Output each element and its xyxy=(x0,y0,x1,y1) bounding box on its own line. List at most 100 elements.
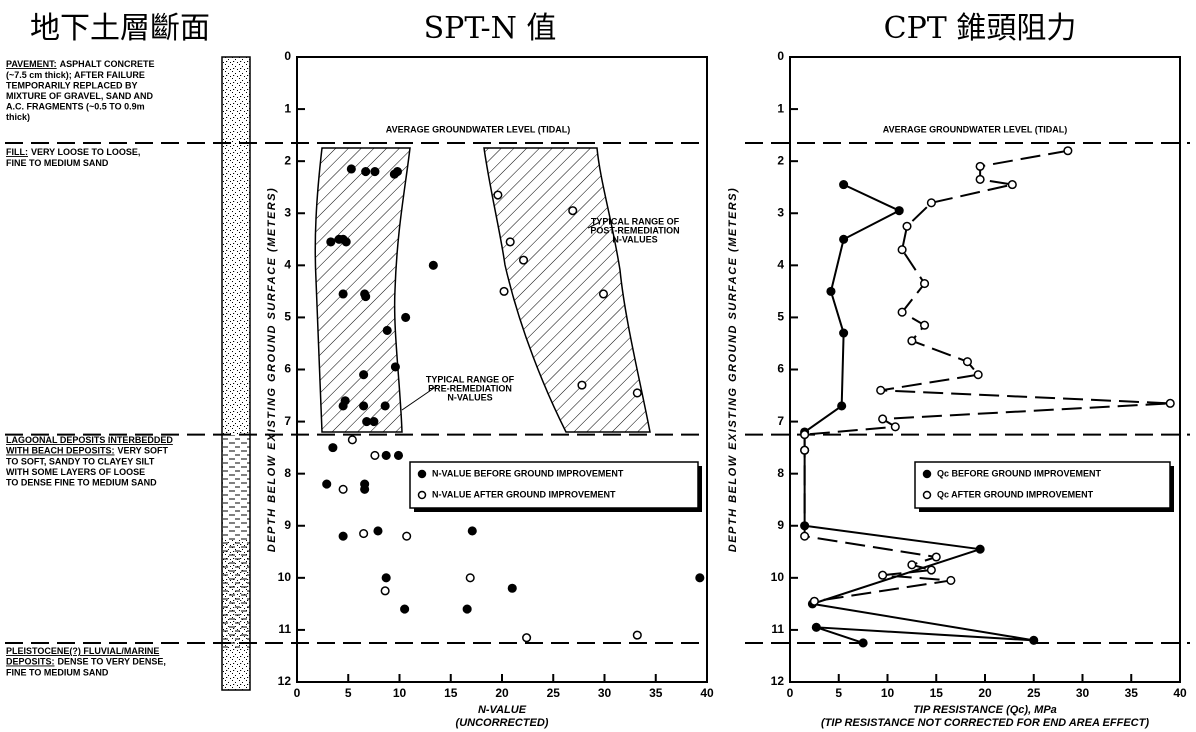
y-tick-label: 6 xyxy=(777,362,784,376)
x-tick-label: 25 xyxy=(547,686,561,700)
soil-text: WITH SOME LAYERS OF LOOSE xyxy=(6,467,145,477)
data-point xyxy=(329,444,337,452)
data-point xyxy=(392,363,400,371)
data-point xyxy=(634,389,642,397)
data-point xyxy=(500,288,508,296)
data-point xyxy=(339,485,347,493)
data-point xyxy=(395,452,403,460)
panel-title: 地下土層斷面 xyxy=(30,11,210,46)
soil-text: TO SOFT, SANDY TO CLAYEY SILT xyxy=(6,456,155,466)
legend-marker xyxy=(419,471,426,478)
chart-title: SPT-N 值 xyxy=(424,11,557,46)
data-point xyxy=(508,584,516,592)
data-point xyxy=(339,290,347,298)
soil-heading: FILL: xyxy=(6,147,28,157)
series-line xyxy=(805,185,1034,643)
x-axis-sublabel: (TIP RESISTANCE NOT CORRECTED FOR END AR… xyxy=(821,717,1149,729)
soil-line: FILL:VERY LOOSE TO LOOSE, xyxy=(6,147,140,157)
y-tick-label: 1 xyxy=(284,101,291,115)
x-tick-label: 10 xyxy=(881,686,895,700)
legend-label: Qc BEFORE GROUND IMPROVEMENT xyxy=(937,468,1102,478)
x-tick-label: 30 xyxy=(1076,686,1090,700)
data-point xyxy=(383,327,391,335)
data-point xyxy=(463,605,471,613)
y-axis-label: DEPTH BELOW EXISTING GROUND SURFACE (MET… xyxy=(727,187,739,552)
data-point xyxy=(801,446,809,454)
plot-frame xyxy=(790,57,1180,682)
data-point xyxy=(908,561,916,569)
data-point xyxy=(371,168,379,176)
data-point xyxy=(921,321,929,329)
data-point xyxy=(323,480,331,488)
data-point xyxy=(382,452,390,460)
data-point xyxy=(840,329,848,337)
data-point xyxy=(370,418,378,426)
data-point xyxy=(382,574,390,582)
x-axis-label: N-VALUE xyxy=(478,704,527,716)
x-axis-sublabel: (UNCORRECTED) xyxy=(456,717,549,729)
data-point xyxy=(339,532,347,540)
data-point xyxy=(879,415,887,423)
x-axis-label: TIP RESISTANCE (Qc), MPa xyxy=(913,704,1057,716)
data-point xyxy=(430,262,438,270)
data-point xyxy=(1009,181,1017,189)
data-point xyxy=(403,532,411,540)
data-point xyxy=(371,452,379,460)
data-point xyxy=(348,165,356,173)
x-tick-label: 0 xyxy=(294,686,301,700)
legend-marker xyxy=(924,492,931,499)
x-tick-label: 40 xyxy=(1173,686,1187,700)
y-tick-label: 7 xyxy=(777,414,784,428)
soil-text: FINE TO MEDIUM SAND xyxy=(6,158,109,168)
y-tick-label: 12 xyxy=(771,674,785,688)
annotation: AVERAGE GROUNDWATER LEVEL (TIDAL) xyxy=(883,124,1068,134)
data-point xyxy=(401,605,409,613)
annotation: N-VALUES xyxy=(447,392,492,402)
soil-text: ASPHALT CONCRETE xyxy=(60,59,155,69)
data-point xyxy=(879,571,887,579)
x-tick-label: 35 xyxy=(649,686,663,700)
legend-label: Qc AFTER GROUND IMPROVEMENT xyxy=(937,489,1094,499)
soil-heading: LAGOONAL DEPOSITS INTERBEDDED xyxy=(6,435,173,445)
y-tick-label: 8 xyxy=(284,466,291,480)
x-tick-label: 5 xyxy=(345,686,352,700)
y-tick-label: 2 xyxy=(777,153,784,167)
y-tick-label: 3 xyxy=(284,205,291,219)
legend-marker xyxy=(419,492,426,499)
data-point xyxy=(898,308,906,316)
y-tick-label: 4 xyxy=(777,258,784,272)
data-point xyxy=(506,238,514,246)
soil-text: TO DENSE FINE TO MEDIUM SAND xyxy=(6,477,157,487)
y-tick-label: 9 xyxy=(284,518,291,532)
legend-label: N-VALUE AFTER GROUND IMPROVEMENT xyxy=(432,489,616,499)
data-point xyxy=(801,431,809,439)
soil-heading: WITH BEACH DEPOSITS: xyxy=(6,446,115,456)
y-tick-label: 1 xyxy=(777,101,784,115)
x-tick-label: 0 xyxy=(787,686,794,700)
soil-text: VERY SOFT xyxy=(118,446,169,456)
soil-heading: PLEISTOCENE(?) FLUVIAL/MARINE xyxy=(6,646,159,656)
soil-text: DENSE TO VERY DENSE, xyxy=(58,657,166,667)
y-tick-label: 11 xyxy=(771,622,784,636)
data-point xyxy=(361,485,369,493)
data-point xyxy=(838,402,846,410)
x-tick-label: 15 xyxy=(444,686,458,700)
data-point xyxy=(947,577,955,585)
data-point xyxy=(903,222,911,230)
data-point xyxy=(466,574,474,582)
data-point xyxy=(1064,147,1072,155)
y-tick-label: 3 xyxy=(777,205,784,219)
soil-heading: DEPOSITS: xyxy=(6,657,55,667)
legend-label: N-VALUE BEFORE GROUND IMPROVEMENT xyxy=(432,468,624,478)
data-point xyxy=(892,423,900,431)
x-tick-label: 40 xyxy=(700,686,714,700)
annotation: AVERAGE GROUNDWATER LEVEL (TIDAL) xyxy=(386,124,571,134)
soil-text: VERY LOOSE TO LOOSE, xyxy=(31,147,140,157)
data-point xyxy=(569,207,577,215)
data-point xyxy=(349,436,357,444)
y-tick-label: 11 xyxy=(278,622,291,636)
soil-text: A.C. FRAGMENTS (~0.5 TO 0.9m xyxy=(6,101,145,111)
data-point xyxy=(342,238,350,246)
data-point xyxy=(895,207,903,215)
data-point xyxy=(801,532,809,540)
